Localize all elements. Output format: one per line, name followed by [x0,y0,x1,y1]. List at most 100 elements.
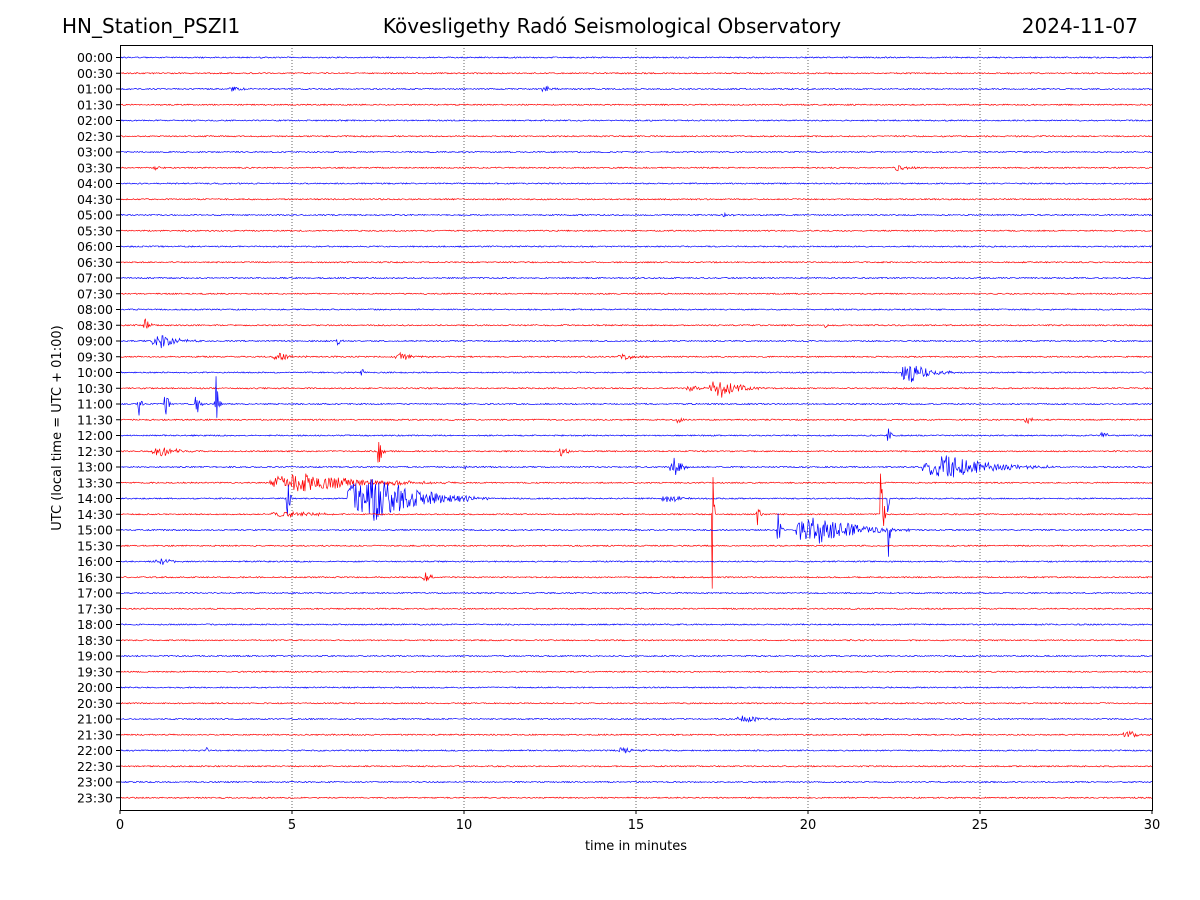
trace-1630 [119,572,1153,582]
y-tick-label: 12:30 [77,444,113,459]
y-tick-label: 23:00 [77,775,113,790]
trace-1200 [119,428,1153,441]
y-axis-ticks: 00:0000:3001:0001:3002:0002:3003:0003:30… [77,50,120,805]
y-tick-label: 11:00 [77,397,113,412]
y-tick-label: 20:00 [77,680,113,695]
y-tick-label: 11:30 [77,412,113,427]
trace-0700 [119,276,1153,280]
y-tick-label: 08:00 [77,302,113,317]
y-tick-label: 18:00 [77,617,113,632]
y-tick-label: 10:00 [77,365,113,380]
trace-0200 [119,119,1153,122]
y-tick-label: 09:30 [77,349,113,364]
y-tick-label: 14:00 [77,491,113,506]
y-tick-label: 06:00 [77,239,113,254]
trace-2100 [119,715,1153,723]
trace-1500 [119,513,1153,557]
trace-1000 [119,365,1153,383]
y-tick-label: 07:30 [77,286,113,301]
y-tick-label: 22:00 [77,743,113,758]
trace-2300 [119,780,1153,784]
y-tick-label: 12:00 [77,428,113,443]
y-tick-label: 22:30 [77,759,113,774]
x-tick-label: 25 [972,818,989,833]
observatory-title: Kövesligethy Radó Seismological Observat… [382,14,842,38]
trace-1400 [119,479,1153,521]
trace-2200 [119,746,1153,754]
trace-1530 [119,544,1153,548]
y-axis-label: UTC (local time = UTC + 01:00) [50,325,65,530]
trace-2230 [119,765,1153,768]
x-tick-label: 15 [628,818,645,833]
trace-1930 [119,670,1153,674]
trace-0530 [119,229,1153,232]
trace-0330 [119,165,1153,172]
y-tick-label: 09:00 [77,334,113,349]
y-tick-label: 07:00 [77,271,113,286]
trace-2030 [119,702,1153,705]
y-tick-label: 00:30 [77,66,113,81]
trace-0230 [119,135,1153,138]
y-tick-label: 21:00 [77,712,113,727]
x-tick-label: 20 [800,818,817,833]
y-tick-label: 04:30 [77,192,113,207]
y-tick-label: 06:30 [77,255,113,270]
station-name: HN_Station_PSZI1 [62,14,241,38]
x-tick-label: 0 [116,818,124,833]
y-tick-label: 16:30 [77,570,113,585]
y-tick-label: 03:00 [77,145,113,160]
grid-lines [291,45,981,810]
y-tick-label: 10:30 [77,381,113,396]
y-tick-label: 13:00 [77,460,113,475]
y-tick-label: 17:00 [77,586,113,601]
trace-2000 [119,686,1153,689]
trace-0130 [119,103,1153,106]
trace-0430 [119,197,1153,201]
y-tick-label: 19:30 [77,664,113,679]
y-tick-label: 14:30 [77,507,113,522]
trace-1730 [119,607,1153,610]
trace-1100 [119,376,1153,418]
trace-0930 [119,351,1153,361]
trace-0500 [119,211,1153,218]
y-tick-label: 02:30 [77,129,113,144]
y-tick-label: 19:00 [77,649,113,664]
trace-0800 [119,308,1153,311]
trace-1900 [119,654,1153,658]
x-tick-label: 5 [288,818,296,833]
x-axis-label: time in minutes [585,839,687,854]
trace-1800 [119,623,1153,626]
y-tick-label: 15:00 [77,523,113,538]
x-axis-ticks: 0 5 10 15 20 25 30 [116,810,1160,833]
trace-0000 [119,56,1153,59]
trace-1700 [119,591,1153,595]
y-tick-label: 04:00 [77,176,113,191]
trace-1830 [119,638,1153,642]
trace-0630 [119,260,1153,264]
y-tick-label: 15:30 [77,538,113,553]
y-tick-label: 02:00 [77,113,113,128]
plot-date: 2024-11-07 [1021,14,1138,38]
y-tick-label: 08:30 [77,318,113,333]
trace-1030 [119,381,1153,398]
y-tick-label: 23:30 [77,790,113,805]
trace-0830 [119,318,1153,329]
x-tick-label: 10 [456,818,473,833]
trace-1600 [119,558,1153,565]
y-tick-label: 16:00 [77,554,113,569]
y-tick-label: 03:30 [77,160,113,175]
y-tick-label: 05:30 [77,223,113,238]
x-tick-label: 30 [1144,818,1161,833]
trace-1130 [119,417,1153,425]
trace-0900 [119,335,1153,349]
trace-1330 [119,473,1153,492]
trace-0030 [119,72,1153,75]
trace-1430 [119,473,1153,589]
y-tick-label: 05:00 [77,208,113,223]
trace-1230 [119,442,1153,463]
plot-frame [120,45,1153,811]
y-tick-label: 01:00 [77,82,113,97]
trace-2130 [119,730,1153,738]
y-tick-label: 18:30 [77,633,113,648]
trace-1300 [119,455,1153,478]
